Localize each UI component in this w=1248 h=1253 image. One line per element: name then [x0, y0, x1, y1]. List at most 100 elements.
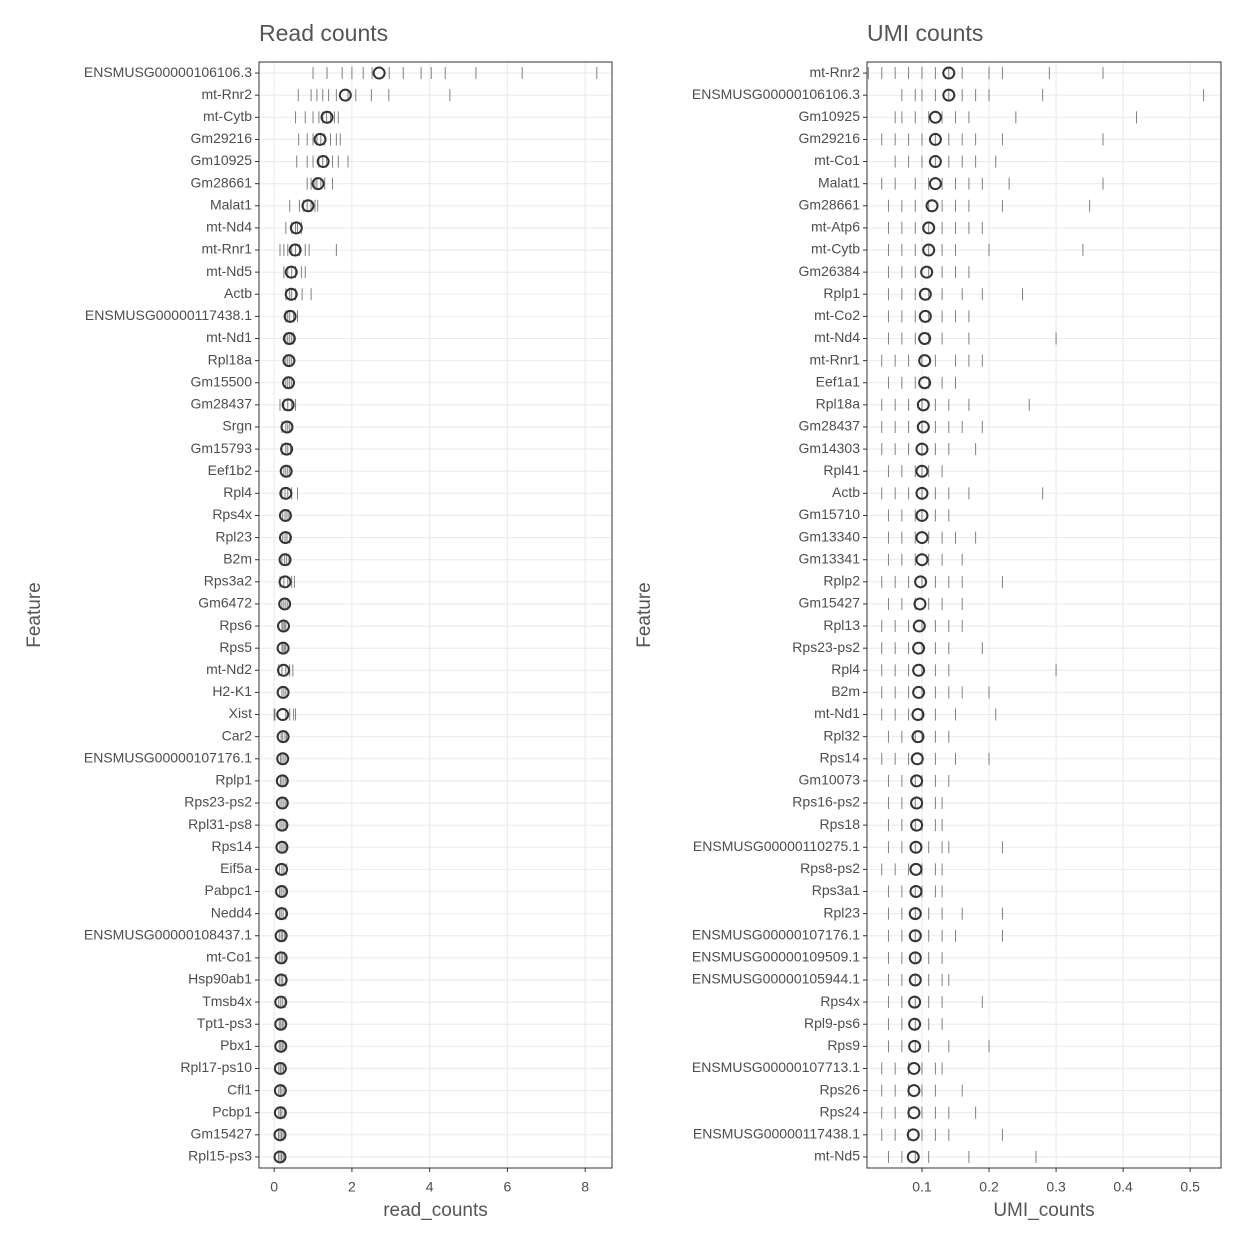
category-label: Pcbp1 [212, 1103, 252, 1119]
category-label: mt-Cytb [811, 241, 860, 257]
mean-marker [912, 619, 926, 633]
mean-marker [280, 420, 294, 434]
mean-marker [275, 885, 289, 898]
x-tick-label: 8 [581, 1179, 589, 1195]
mean-marker [942, 88, 956, 102]
mean-marker [908, 995, 922, 1009]
category-label: Gm15500 [191, 373, 253, 389]
mean-marker [906, 1128, 920, 1142]
mean-marker [274, 995, 288, 1009]
category-label: mt-Nd4 [814, 329, 860, 345]
mean-marker [908, 907, 922, 921]
mean-marker [278, 597, 292, 611]
category-label: Gm15710 [799, 506, 861, 522]
mean-marker [274, 1039, 288, 1053]
category-label: Rps23-ps2 [792, 639, 860, 655]
category-label: ENSMUSG00000107176.1 [84, 749, 252, 765]
mean-marker [908, 1039, 922, 1053]
plot-border [866, 61, 1222, 1169]
category-label: Rplp1 [823, 285, 860, 301]
mean-marker [908, 1017, 922, 1031]
mean-marker [916, 420, 930, 434]
mean-marker [278, 531, 292, 545]
category-label: Rps4x [212, 506, 252, 522]
category-label: Rps16-ps2 [792, 794, 860, 810]
mean-marker [928, 177, 942, 191]
category-label: Rpl18a [208, 351, 253, 367]
mean-marker [273, 1150, 287, 1164]
mean-marker [320, 110, 334, 124]
category-label: Rpl4 [223, 484, 252, 500]
mean-marker [915, 486, 929, 500]
category-label: Pbx1 [220, 1037, 252, 1053]
category-label: Rplp1 [215, 772, 252, 788]
mean-marker [273, 1128, 287, 1142]
category-label: Eif5a [220, 860, 252, 876]
panel-title: Read counts [259, 20, 388, 46]
category-label: mt-Rnr2 [201, 86, 252, 102]
mean-marker [311, 177, 325, 191]
category-label: mt-Nd5 [206, 263, 252, 279]
category-label: Rps8-ps2 [800, 860, 860, 876]
category-label: Rps3a2 [204, 573, 252, 589]
mean-marker [942, 66, 956, 80]
category-label: Gm10925 [191, 152, 253, 168]
mean-marker [276, 663, 290, 677]
category-label: Tpt1-ps3 [197, 1015, 252, 1031]
category-label: mt-Co2 [814, 307, 860, 323]
category-label: mt-Cytb [203, 108, 252, 124]
category-label: Rps24 [820, 1103, 861, 1119]
category-label: H2-K1 [212, 683, 252, 699]
mean-marker [907, 1106, 921, 1120]
mean-marker [276, 641, 290, 655]
category-label: Car2 [222, 727, 253, 743]
category-label: Rplp2 [823, 573, 860, 589]
category-label: mt-Nd2 [206, 661, 252, 677]
mean-marker [916, 398, 930, 412]
category-label: Cfl1 [227, 1081, 252, 1097]
category-label: Gm26384 [799, 263, 861, 279]
mean-marker [276, 752, 290, 766]
x-tick-label: 6 [504, 1179, 512, 1195]
category-label: Gm29216 [191, 130, 253, 146]
x-axis-title: UMI_counts [993, 1200, 1094, 1221]
mean-marker [914, 575, 928, 589]
mean-marker [928, 155, 942, 169]
mean-marker [907, 1061, 921, 1075]
mean-marker [909, 862, 923, 876]
category-label: Gm28437 [799, 418, 861, 434]
mean-marker [276, 708, 290, 722]
category-label: Rps23-ps2 [184, 794, 252, 810]
mean-marker [920, 265, 934, 279]
category-label: mt-Co1 [814, 152, 860, 168]
x-tick-label: 2 [348, 1179, 356, 1195]
category-label: Gm28661 [191, 174, 253, 190]
category-label: Rps3a1 [812, 882, 860, 898]
category-label: Gm29216 [799, 130, 861, 146]
category-label: Gm14303 [799, 440, 861, 456]
y-axis-title: Feature [24, 582, 45, 647]
mean-marker [915, 531, 929, 545]
mean-marker [912, 641, 926, 655]
category-label: Tmsb4x [202, 993, 252, 1009]
category-label: ENSMUSG00000107176.1 [692, 926, 860, 942]
x-tick-label: 0.3 [1046, 1179, 1066, 1195]
mean-marker [915, 508, 929, 522]
mean-marker [907, 1084, 921, 1098]
category-label: ENSMUSG00000106106.3 [692, 86, 860, 102]
x-tick-label: 0.2 [979, 1179, 999, 1195]
category-label: ENSMUSG00000109509.1 [692, 949, 860, 965]
category-label: Gm13340 [799, 528, 861, 544]
category-label: mt-Nd5 [814, 1148, 860, 1164]
mean-marker [273, 1061, 287, 1075]
mean-marker [274, 929, 288, 943]
mean-marker [911, 708, 925, 722]
category-label: Rps18 [820, 816, 861, 832]
plot-border [258, 61, 613, 1169]
mean-marker [918, 287, 932, 301]
mean-marker [928, 132, 942, 146]
mean-marker [922, 243, 936, 257]
category-label: Hsp90ab1 [188, 971, 252, 987]
category-label: Srgn [222, 418, 252, 434]
mean-marker [915, 442, 929, 456]
